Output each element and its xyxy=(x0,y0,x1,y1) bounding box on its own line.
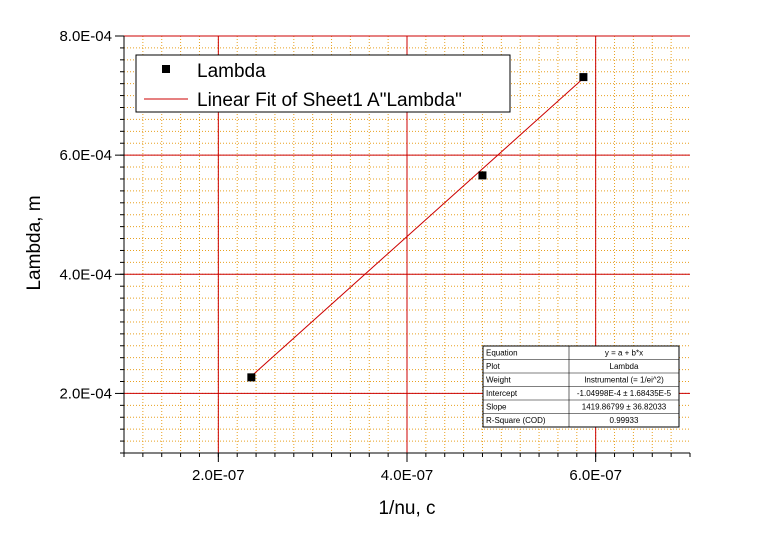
stats-table-key: Weight xyxy=(486,376,512,385)
x-tick-label: 6.0E-07 xyxy=(569,467,622,484)
data-point xyxy=(478,171,487,180)
fit-line xyxy=(251,77,584,377)
legend-box xyxy=(135,54,511,113)
tick-labels: 2.0E-04 4.0E-04 6.0E-04 8.0E-04 2.0E-07 4.0E-… xyxy=(59,28,621,484)
scatter-series xyxy=(247,73,588,382)
fit-stats-table: Equation y = a + b*x Plot Lambda Weight Instr… xyxy=(482,345,680,428)
x-axis-title: 1/nu, c xyxy=(378,498,435,519)
y-axis-title: Lambda, m xyxy=(24,195,45,290)
y-tick-label: 6.0E-04 xyxy=(59,147,112,164)
stats-table-value: y = a + b*x xyxy=(605,349,643,358)
data-point xyxy=(247,373,256,382)
legend-label-scatter: Lambda xyxy=(197,61,266,82)
legend-label-fit: Linear Fit of Sheet1 A"Lambda" xyxy=(197,90,462,111)
fit-line-series xyxy=(251,77,584,377)
stats-table-key: Equation xyxy=(486,349,518,358)
y-tick-label: 4.0E-04 xyxy=(59,266,112,283)
stats-table-value: Instrumental (= 1/ei^2) xyxy=(584,376,664,385)
stats-table-value: Lambda xyxy=(610,362,639,371)
stats-table-key: R-Square (COD) xyxy=(486,416,546,425)
y-tick-label: 8.0E-04 xyxy=(59,28,112,45)
x-tick-label: 2.0E-07 xyxy=(192,467,245,484)
stats-table-value: 1419.86799 ± 36.82033 xyxy=(582,403,667,412)
stats-table-key: Slope xyxy=(486,403,507,412)
stats-table-value: -1.04998E-4 ± 1.68435E-5 xyxy=(577,389,672,398)
x-tick-label: 4.0E-07 xyxy=(381,467,434,484)
stats-table-key: Intercept xyxy=(486,389,518,398)
y-tick-label: 2.0E-04 xyxy=(59,385,112,402)
legend-marker-scatter xyxy=(162,65,170,73)
ticks xyxy=(115,35,691,462)
legend: Lambda Linear Fit of Sheet1 A"Lambda" xyxy=(135,54,511,113)
data-point xyxy=(579,73,588,82)
stats-table-key: Plot xyxy=(486,362,501,371)
stats-table-value: 0.99933 xyxy=(610,416,639,425)
